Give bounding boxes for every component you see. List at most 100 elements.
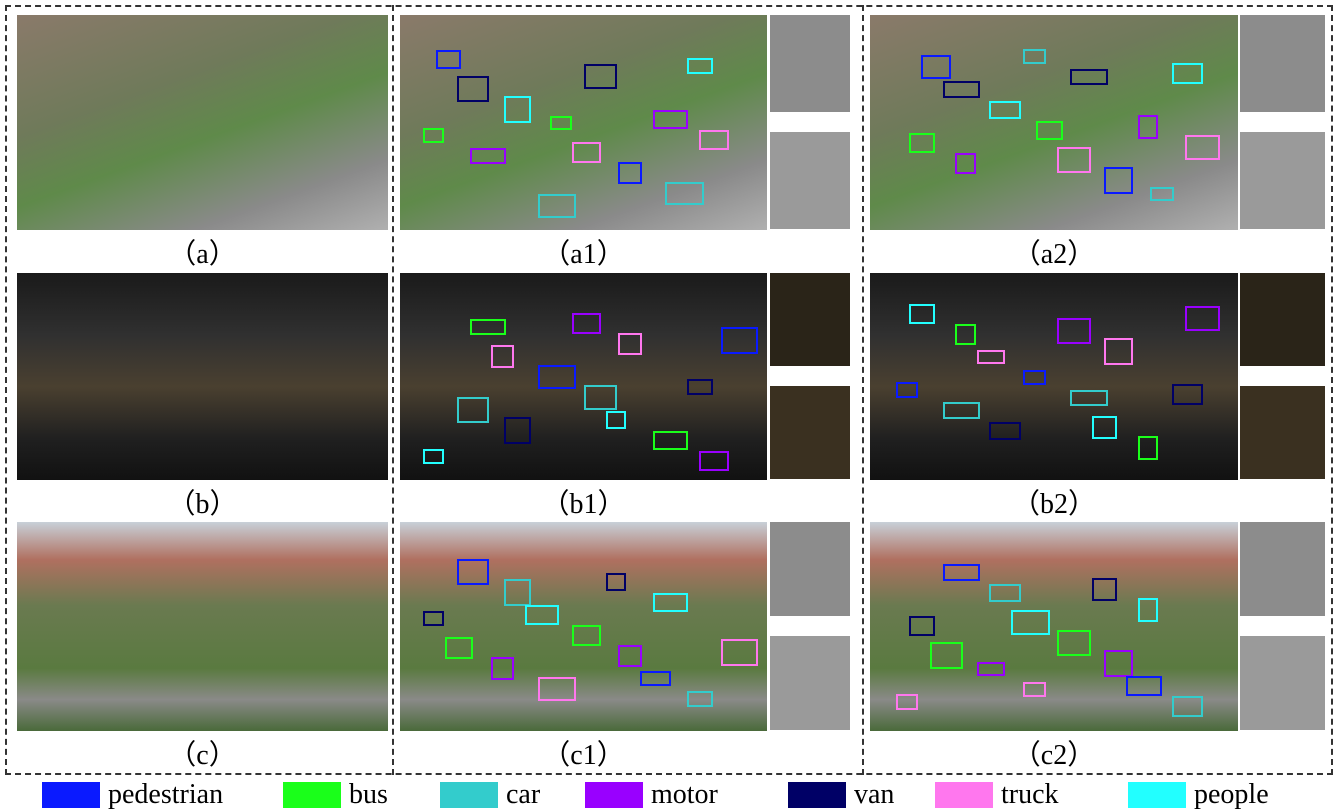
- detection-box: [653, 431, 688, 450]
- detection-box: [943, 402, 980, 419]
- legend-label: people: [1194, 780, 1269, 810]
- legend-label: car: [506, 780, 540, 810]
- photo: [870, 273, 1238, 480]
- detection-box: [896, 694, 918, 710]
- legend-label: bus: [349, 780, 388, 810]
- detection-box: [1138, 598, 1158, 622]
- photo: [400, 15, 767, 230]
- panel-caption: （c1）: [484, 733, 684, 773]
- detection-box: [470, 148, 506, 164]
- legend-swatch: [42, 782, 100, 808]
- zoom-inset: [1240, 15, 1325, 112]
- zoom-inset: [770, 386, 850, 479]
- column-separator: [862, 5, 864, 775]
- detection-box: [504, 96, 531, 123]
- detection-box: [1185, 135, 1220, 160]
- detection-box: [1036, 121, 1063, 140]
- detection-box: [572, 625, 601, 646]
- panel-caption: （c）: [103, 733, 303, 773]
- detection-box: [1057, 318, 1091, 344]
- zoom-inset: [1240, 522, 1325, 616]
- detection-box: [687, 691, 713, 707]
- detection-box: [457, 397, 489, 423]
- detection-box: [1138, 115, 1158, 139]
- detection-box: [550, 116, 572, 130]
- legend-swatch: [788, 782, 846, 808]
- detection-box: [989, 422, 1021, 440]
- detection-box: [653, 110, 688, 129]
- detection-box: [699, 451, 729, 471]
- detection-box: [606, 411, 626, 429]
- detection-box: [572, 142, 601, 163]
- detection-box: [504, 579, 531, 606]
- zoom-inset: [770, 132, 850, 229]
- figure: （a）（a1）（a2）（b）（b1）（b2）（c）（c1）（c2）pedestr…: [0, 0, 1338, 810]
- legend-swatch: [1128, 782, 1186, 808]
- panel-caption: （a）: [103, 232, 303, 272]
- detection-box: [584, 64, 617, 89]
- panel-caption: （a2）: [954, 232, 1154, 272]
- detection-box: [606, 573, 626, 591]
- zoom-inset: [770, 15, 850, 112]
- photo: [17, 273, 388, 480]
- detection-box: [1092, 416, 1117, 439]
- detection-box: [909, 133, 935, 153]
- detection-box: [1104, 338, 1133, 365]
- detection-box: [491, 657, 514, 680]
- detection-box: [538, 365, 576, 389]
- detection-box: [491, 345, 514, 368]
- detection-box: [584, 385, 617, 410]
- detection-box: [1023, 370, 1046, 385]
- detection-box: [538, 194, 576, 218]
- legend-label: van: [854, 780, 894, 810]
- detection-box: [909, 304, 935, 324]
- detection-box: [618, 162, 642, 184]
- column-separator: [392, 5, 394, 775]
- detection-box: [1023, 49, 1046, 64]
- detection-box: [1104, 650, 1133, 677]
- detection-box: [1172, 696, 1203, 717]
- detection-box: [909, 616, 935, 636]
- panel-caption: （a1）: [484, 232, 684, 272]
- detection-box: [457, 559, 489, 585]
- photo: [17, 522, 388, 731]
- detection-box: [665, 182, 704, 205]
- photo: [870, 522, 1238, 731]
- detection-box: [930, 642, 963, 669]
- detection-box: [989, 101, 1021, 119]
- photo: [400, 522, 767, 731]
- detection-box: [1172, 384, 1203, 405]
- detection-box: [921, 55, 951, 79]
- detection-box: [618, 333, 642, 355]
- detection-box: [943, 564, 980, 581]
- legend-swatch: [585, 782, 643, 808]
- detection-box: [1150, 187, 1174, 201]
- detection-box: [1138, 436, 1158, 460]
- detection-box: [989, 584, 1021, 602]
- detection-box: [457, 76, 489, 102]
- zoom-inset: [770, 636, 850, 730]
- detection-box: [896, 382, 918, 398]
- detection-box: [943, 81, 980, 98]
- photo: [17, 15, 388, 230]
- detection-box: [525, 605, 559, 625]
- detection-box: [470, 319, 506, 335]
- panel-caption: （c2）: [954, 733, 1154, 773]
- zoom-inset: [1240, 636, 1325, 730]
- detection-box: [423, 449, 444, 464]
- detection-box: [538, 677, 576, 701]
- legend-label: truck: [1001, 780, 1059, 810]
- detection-box: [1057, 147, 1091, 173]
- zoom-inset: [1240, 386, 1325, 479]
- photo: [870, 15, 1238, 230]
- legend-label: motor: [651, 780, 718, 810]
- detection-box: [436, 50, 461, 69]
- legend-swatch: [283, 782, 341, 808]
- detection-box: [572, 313, 601, 334]
- detection-box: [1172, 63, 1203, 84]
- detection-box: [1023, 682, 1046, 697]
- detection-box: [687, 379, 713, 395]
- detection-box: [1104, 167, 1133, 194]
- detection-box: [699, 130, 729, 150]
- panel-caption: （b2）: [954, 482, 1154, 522]
